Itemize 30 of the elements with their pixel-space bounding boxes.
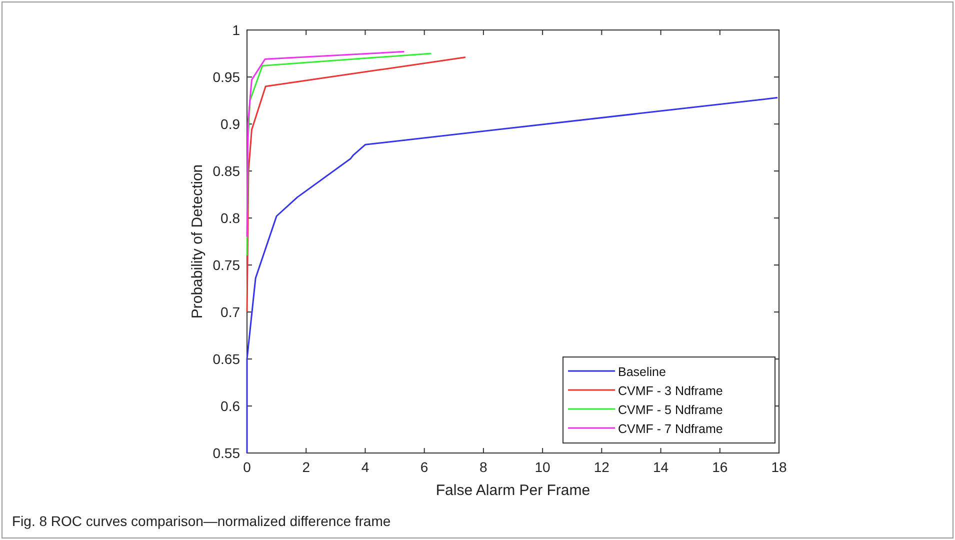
legend-label: CVMF - 5 Ndframe xyxy=(618,403,723,417)
x-tick-label: 6 xyxy=(420,459,428,475)
y-axis-title: Probability of Detection xyxy=(189,164,206,319)
x-tick-label: 14 xyxy=(652,459,669,475)
y-tick-label: 0.8 xyxy=(220,210,240,226)
y-tick-label: 0.7 xyxy=(220,304,240,320)
y-tick-label: 0.75 xyxy=(212,257,240,273)
y-tick-label: 0.6 xyxy=(220,398,240,414)
legend-label: Baseline xyxy=(618,365,666,379)
y-tick-label: 1 xyxy=(232,22,240,38)
x-tick-label: 2 xyxy=(302,459,310,475)
y-tick-label: 0.95 xyxy=(212,69,240,85)
y-tick-label: 0.85 xyxy=(212,163,240,179)
y-tick-label: 0.65 xyxy=(212,351,240,367)
caption: Fig. 8 ROC curves comparison—normalized difference frame xyxy=(12,513,391,529)
x-tick-label: 18 xyxy=(771,459,787,475)
y-tick-label: 0.55 xyxy=(212,445,240,461)
line-series xyxy=(246,96,778,454)
legend-label: CVMF - 7 Ndframe xyxy=(618,422,723,436)
line-series xyxy=(246,50,405,238)
x-tick-label: 0 xyxy=(243,459,252,475)
x-tick-label: 4 xyxy=(361,459,370,475)
x-tick-label: 12 xyxy=(594,459,610,475)
x-axis-title: False Alarm Per Frame xyxy=(436,482,590,499)
x-tick-label: 8 xyxy=(480,459,488,475)
line-series xyxy=(246,56,466,313)
x-tick-label: 16 xyxy=(712,459,728,475)
legend-label: CVMF - 3 Ndframe xyxy=(618,384,723,398)
x-tick-label: 10 xyxy=(534,459,551,475)
y-tick-label: 0.9 xyxy=(220,116,240,132)
